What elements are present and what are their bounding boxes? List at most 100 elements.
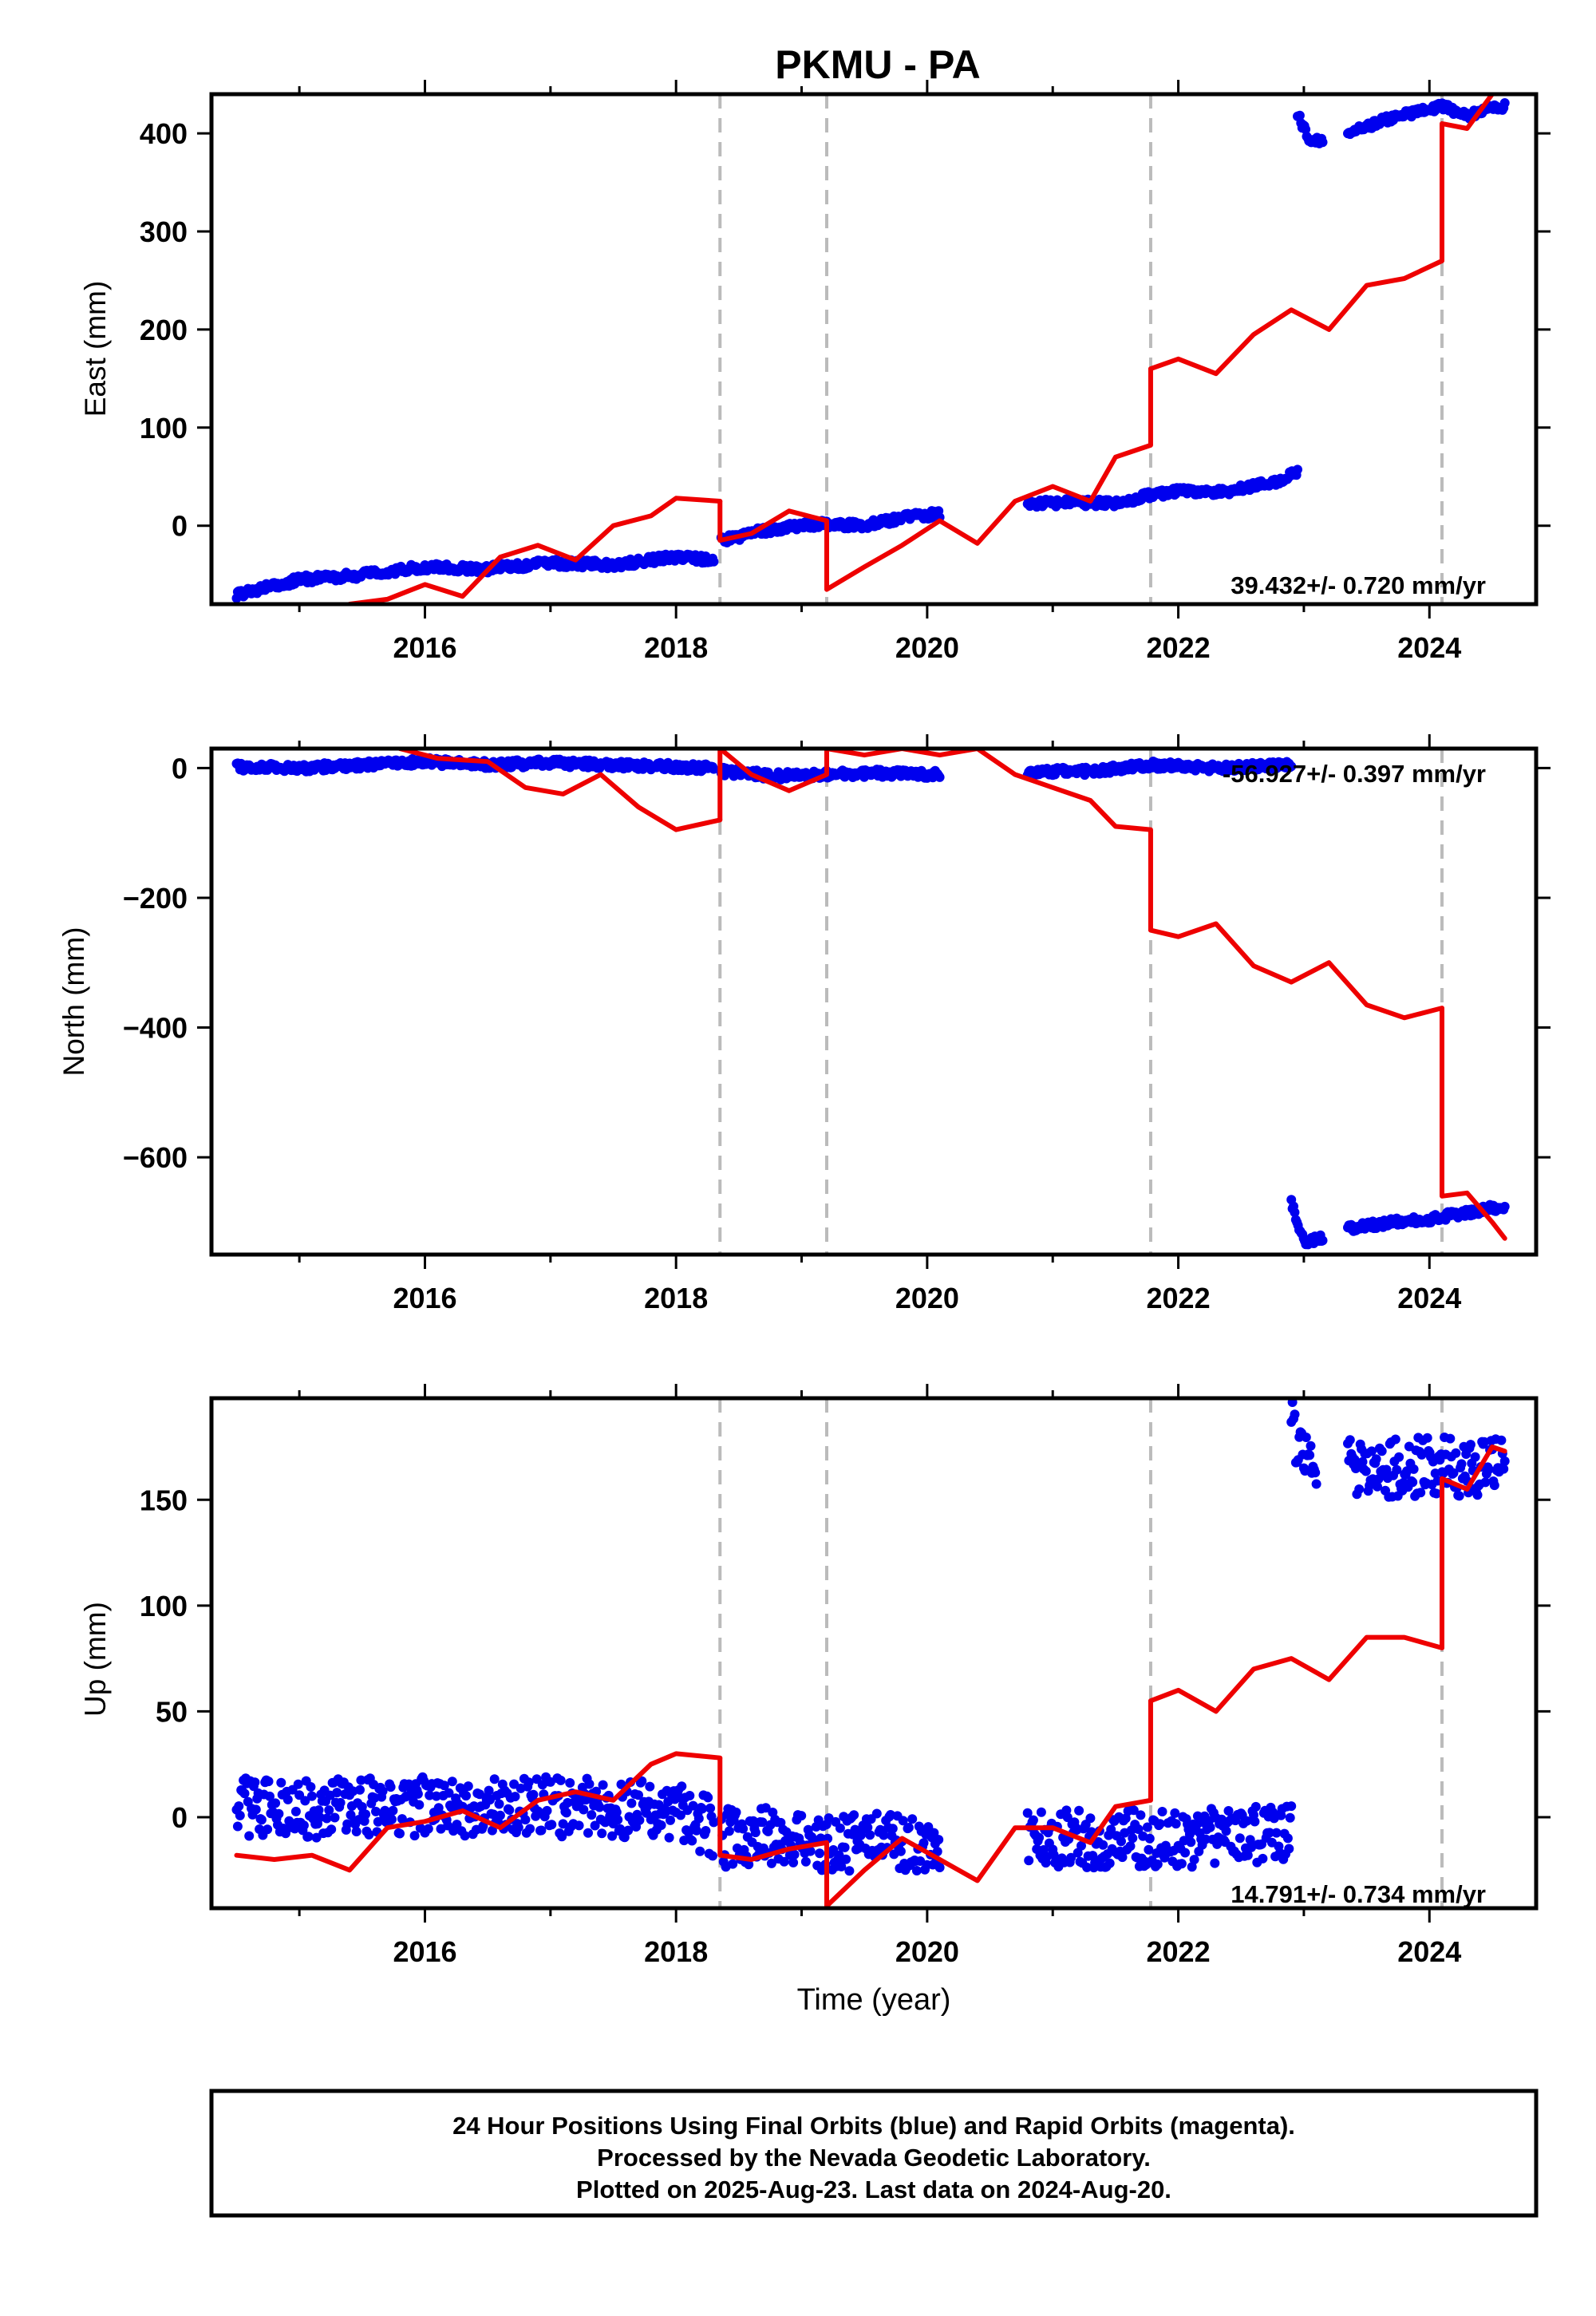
y-tick-label: 0 bbox=[172, 510, 188, 543]
panel-east: 2016 2018 2020 2022 2024 0 100 200 300 400 East (… bbox=[79, 80, 1551, 664]
data-point bbox=[816, 1833, 826, 1844]
data-point bbox=[1133, 1824, 1144, 1834]
data-point bbox=[697, 1804, 708, 1814]
y-axis-label: East (mm) bbox=[79, 281, 112, 417]
data-point bbox=[1390, 1434, 1400, 1445]
data-point bbox=[1499, 1201, 1510, 1211]
data-point bbox=[623, 1825, 634, 1836]
data-point bbox=[841, 1854, 851, 1864]
data-point bbox=[626, 1798, 637, 1808]
data-point bbox=[934, 1863, 945, 1872]
rate-annotation: 39.432+/- 0.720 mm/yr bbox=[1231, 571, 1486, 599]
data-point bbox=[1377, 1446, 1387, 1456]
plot-frame bbox=[209, 1396, 1539, 1911]
data-point bbox=[693, 1813, 704, 1824]
model-line bbox=[1148, 1634, 1444, 1714]
plot-frame bbox=[209, 746, 1539, 1257]
data-point bbox=[666, 1815, 675, 1825]
data-point bbox=[1128, 1833, 1138, 1844]
data-point bbox=[1392, 1464, 1402, 1475]
data-point bbox=[849, 1810, 859, 1820]
rate-annotation: -56.927+/- 0.397 mm/yr bbox=[1223, 760, 1486, 788]
data-point bbox=[887, 1824, 898, 1834]
data-point bbox=[796, 1811, 807, 1821]
y-tick-label: 150 bbox=[140, 1484, 188, 1516]
data-point bbox=[903, 1823, 914, 1832]
data-point bbox=[1456, 1459, 1467, 1469]
data-point bbox=[1242, 1816, 1252, 1826]
x-tick-label: 2024 bbox=[1397, 1282, 1461, 1314]
y-tick-label: −400 bbox=[123, 1012, 188, 1045]
data-point bbox=[1180, 1848, 1191, 1858]
data-point bbox=[298, 1820, 309, 1831]
data-point bbox=[1200, 1834, 1211, 1844]
data-point bbox=[1036, 1807, 1046, 1817]
data-point bbox=[1144, 1844, 1154, 1855]
data-point bbox=[687, 1836, 697, 1846]
data-point bbox=[1294, 110, 1305, 121]
data-point bbox=[1170, 1808, 1180, 1818]
data-point bbox=[311, 1832, 322, 1843]
data-point bbox=[351, 1827, 361, 1836]
data-point bbox=[1465, 1440, 1476, 1450]
data-point bbox=[1125, 1841, 1136, 1852]
data-point bbox=[1282, 1833, 1293, 1844]
data-point bbox=[895, 1846, 906, 1856]
data-point bbox=[356, 1775, 366, 1785]
x-tick-label: 2020 bbox=[895, 1935, 959, 1968]
data-point bbox=[703, 1792, 713, 1803]
data-point bbox=[1381, 1464, 1392, 1475]
data-point bbox=[757, 1817, 768, 1828]
data-point bbox=[637, 1776, 647, 1786]
data-point bbox=[274, 1808, 284, 1819]
data-point bbox=[918, 1838, 929, 1848]
model-line bbox=[397, 749, 723, 832]
y-tick-label: 0 bbox=[172, 752, 188, 785]
data-point bbox=[371, 1806, 381, 1816]
data-point bbox=[494, 1799, 504, 1809]
data-point bbox=[705, 1803, 716, 1813]
data-point bbox=[324, 1805, 334, 1816]
data-point bbox=[834, 1850, 844, 1860]
data-point bbox=[1116, 1836, 1126, 1847]
data-point bbox=[907, 1814, 918, 1824]
model-line bbox=[234, 1751, 723, 1873]
data-point bbox=[326, 1824, 337, 1835]
data-point bbox=[595, 1802, 605, 1812]
footer-line: Processed by the Nevada Geodetic Laborat… bbox=[597, 2144, 1151, 2172]
data-point bbox=[597, 1828, 607, 1839]
data-point bbox=[282, 1794, 293, 1804]
data-point bbox=[555, 1775, 566, 1785]
data-point bbox=[293, 1779, 303, 1789]
data-point bbox=[1483, 1464, 1494, 1475]
data-point bbox=[303, 1832, 314, 1842]
x-tick-label: 2016 bbox=[393, 1282, 456, 1314]
data-point bbox=[879, 1830, 889, 1840]
data-point bbox=[1448, 1468, 1459, 1478]
data-point bbox=[377, 1786, 388, 1796]
data-point bbox=[815, 1848, 825, 1859]
data-point bbox=[423, 1824, 433, 1834]
data-point bbox=[1496, 1435, 1507, 1445]
data-point bbox=[898, 1816, 908, 1826]
data-point bbox=[634, 1790, 643, 1800]
data-point bbox=[1286, 1801, 1297, 1812]
data-point bbox=[1082, 1862, 1092, 1872]
data-point bbox=[276, 1777, 286, 1788]
data-point bbox=[414, 1800, 425, 1810]
data-point bbox=[513, 1822, 523, 1832]
y-tick-label: 100 bbox=[140, 1590, 188, 1622]
data-point bbox=[1242, 1850, 1253, 1860]
y-tick-label: −200 bbox=[123, 882, 188, 915]
data-point bbox=[1120, 1813, 1131, 1824]
model-line bbox=[824, 749, 1153, 832]
x-tick-label: 2020 bbox=[895, 631, 959, 664]
data-point bbox=[1157, 1807, 1167, 1816]
x-tick-label: 2018 bbox=[644, 631, 708, 664]
data-point bbox=[1136, 1810, 1146, 1820]
data-point bbox=[1345, 1435, 1355, 1445]
data-point bbox=[1290, 1207, 1300, 1218]
data-point bbox=[1408, 1477, 1418, 1488]
x-tick-label: 2022 bbox=[1147, 1282, 1211, 1314]
data-point bbox=[1310, 1468, 1321, 1478]
